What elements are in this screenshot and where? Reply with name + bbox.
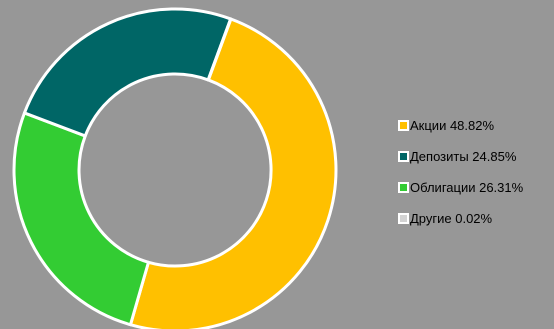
donut-slice-akcii xyxy=(128,17,338,329)
legend-label-depozity: Депозиты 24.85% xyxy=(410,148,517,164)
legend-item-akcii: Акции 48.82% xyxy=(398,117,523,133)
legend-item-drugie: Другие 0.02% xyxy=(398,210,523,226)
legend-swatch-obligacii xyxy=(398,181,409,193)
legend-item-obligacii: Облигации 26.31% xyxy=(398,179,523,195)
legend-swatch-akcii xyxy=(398,119,409,131)
legend-item-depozity: Депозиты 24.85% xyxy=(398,148,523,164)
legend-label-drugie: Другие 0.02% xyxy=(410,210,493,226)
legend-label-akcii: Акции 48.82% xyxy=(410,117,495,133)
donut-slice-depozity xyxy=(22,7,233,138)
chart-legend: Акции 48.82% Депозиты 24.85% Облигации 2… xyxy=(398,117,523,241)
legend-swatch-depozity xyxy=(398,150,409,162)
donut-slice-drugie xyxy=(206,17,233,82)
legend-swatch-drugie xyxy=(398,212,409,224)
legend-label-obligacii: Облигации 26.31% xyxy=(410,179,524,195)
donut-slice-obligacii xyxy=(12,111,150,327)
